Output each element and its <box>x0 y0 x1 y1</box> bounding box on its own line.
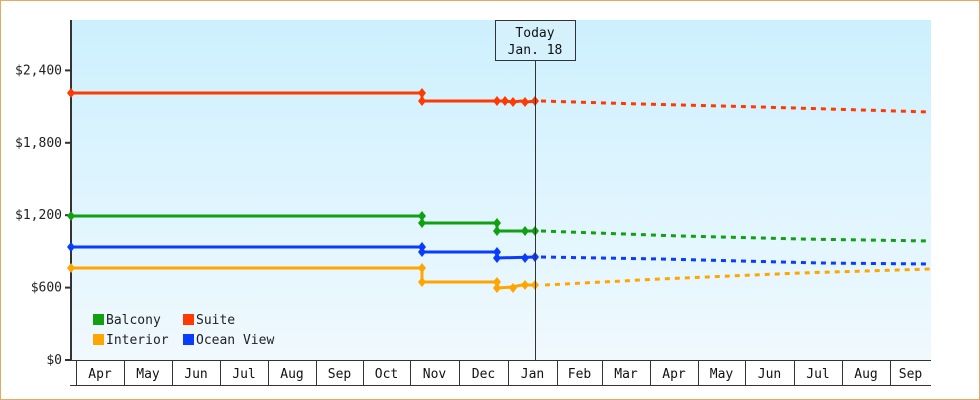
data-point-marker[interactable] <box>418 88 426 98</box>
data-point-marker[interactable] <box>509 97 517 107</box>
data-point-marker[interactable] <box>493 253 501 263</box>
month-label: Oct <box>375 367 398 382</box>
today-date: Jan. 18 <box>508 43 563 58</box>
data-point-marker[interactable] <box>418 263 426 273</box>
month-label: Jul <box>806 367 829 382</box>
data-point-marker[interactable] <box>418 218 426 228</box>
y-axis: $0 $600 $1,200 $1,800 $2,400 <box>15 20 72 368</box>
legend-swatch <box>93 314 104 325</box>
data-point-marker[interactable] <box>493 283 501 293</box>
data-point-marker[interactable] <box>493 247 501 257</box>
month-label: Jun <box>184 367 207 382</box>
y-tick-label: $600 <box>31 281 62 296</box>
data-point-marker[interactable] <box>67 211 75 221</box>
data-point-marker[interactable] <box>418 96 426 106</box>
y-tick-label: $1,200 <box>15 208 62 223</box>
data-point-marker[interactable] <box>521 280 529 290</box>
data-point-marker[interactable] <box>493 218 501 228</box>
month-label: Jan <box>521 367 544 382</box>
month-label: Apr <box>88 367 112 382</box>
month-label: Sep <box>328 367 352 382</box>
month-label: May <box>136 367 160 382</box>
data-point-marker[interactable] <box>521 226 529 236</box>
legend-item-balcony[interactable]: Balcony <box>93 313 161 328</box>
data-point-marker[interactable] <box>493 96 501 106</box>
plot-area <box>71 20 931 360</box>
data-point-marker[interactable] <box>67 242 75 252</box>
data-point-marker[interactable] <box>67 263 75 273</box>
today-label: Today <box>515 26 554 41</box>
month-label: Feb <box>568 367 592 382</box>
legend-swatch <box>183 334 194 345</box>
legend-label: Suite <box>196 313 235 328</box>
y-tick-label: $0 <box>46 353 62 368</box>
y-tick-label: $2,400 <box>15 63 62 78</box>
series-lines <box>67 88 931 293</box>
data-point-marker[interactable] <box>521 97 529 107</box>
series-suite <box>67 88 931 114</box>
data-point-marker[interactable] <box>67 88 75 98</box>
legend-label: Interior <box>106 333 169 348</box>
month-label: Nov <box>423 367 447 382</box>
legend-label: Ocean View <box>196 333 274 348</box>
legend-label: Balcony <box>106 313 161 328</box>
today-marker: Today Jan. 18 <box>495 20 576 360</box>
data-point-marker[interactable] <box>521 253 529 263</box>
series-interior <box>67 263 931 293</box>
month-label: Sep <box>899 367 923 382</box>
month-label: Aug <box>280 367 303 382</box>
data-point-marker[interactable] <box>509 283 517 293</box>
series-ocean-view <box>67 242 931 266</box>
legend-item-suite[interactable]: Suite <box>183 313 235 328</box>
data-point-marker[interactable] <box>501 96 509 106</box>
data-point-marker[interactable] <box>418 247 426 257</box>
month-label: Aug <box>854 367 877 382</box>
month-label: Mar <box>614 367 638 382</box>
data-point-marker[interactable] <box>418 277 426 287</box>
legend-swatch <box>183 314 194 325</box>
month-label: Apr <box>662 367 686 382</box>
data-point-marker[interactable] <box>418 211 426 221</box>
series-balcony <box>67 211 931 243</box>
legend-swatch <box>93 334 104 345</box>
x-axis-months: Apr May Jun Jul Aug Sep Oct Nov Dec Jan Feb Mar Apr M… <box>70 360 931 386</box>
month-label: Dec <box>472 367 495 382</box>
month-label: Jul <box>232 367 255 382</box>
legend-item-interior[interactable]: Interior <box>93 333 169 348</box>
y-tick-label: $1,800 <box>15 136 62 151</box>
legend-item-ocean-view[interactable]: Ocean View <box>183 333 274 348</box>
data-point-marker[interactable] <box>493 226 501 236</box>
month-label: May <box>710 367 734 382</box>
legend: Balcony Suite Interior Ocean View <box>93 313 274 348</box>
data-point-marker[interactable] <box>493 277 501 287</box>
month-label: Jun <box>758 367 781 382</box>
